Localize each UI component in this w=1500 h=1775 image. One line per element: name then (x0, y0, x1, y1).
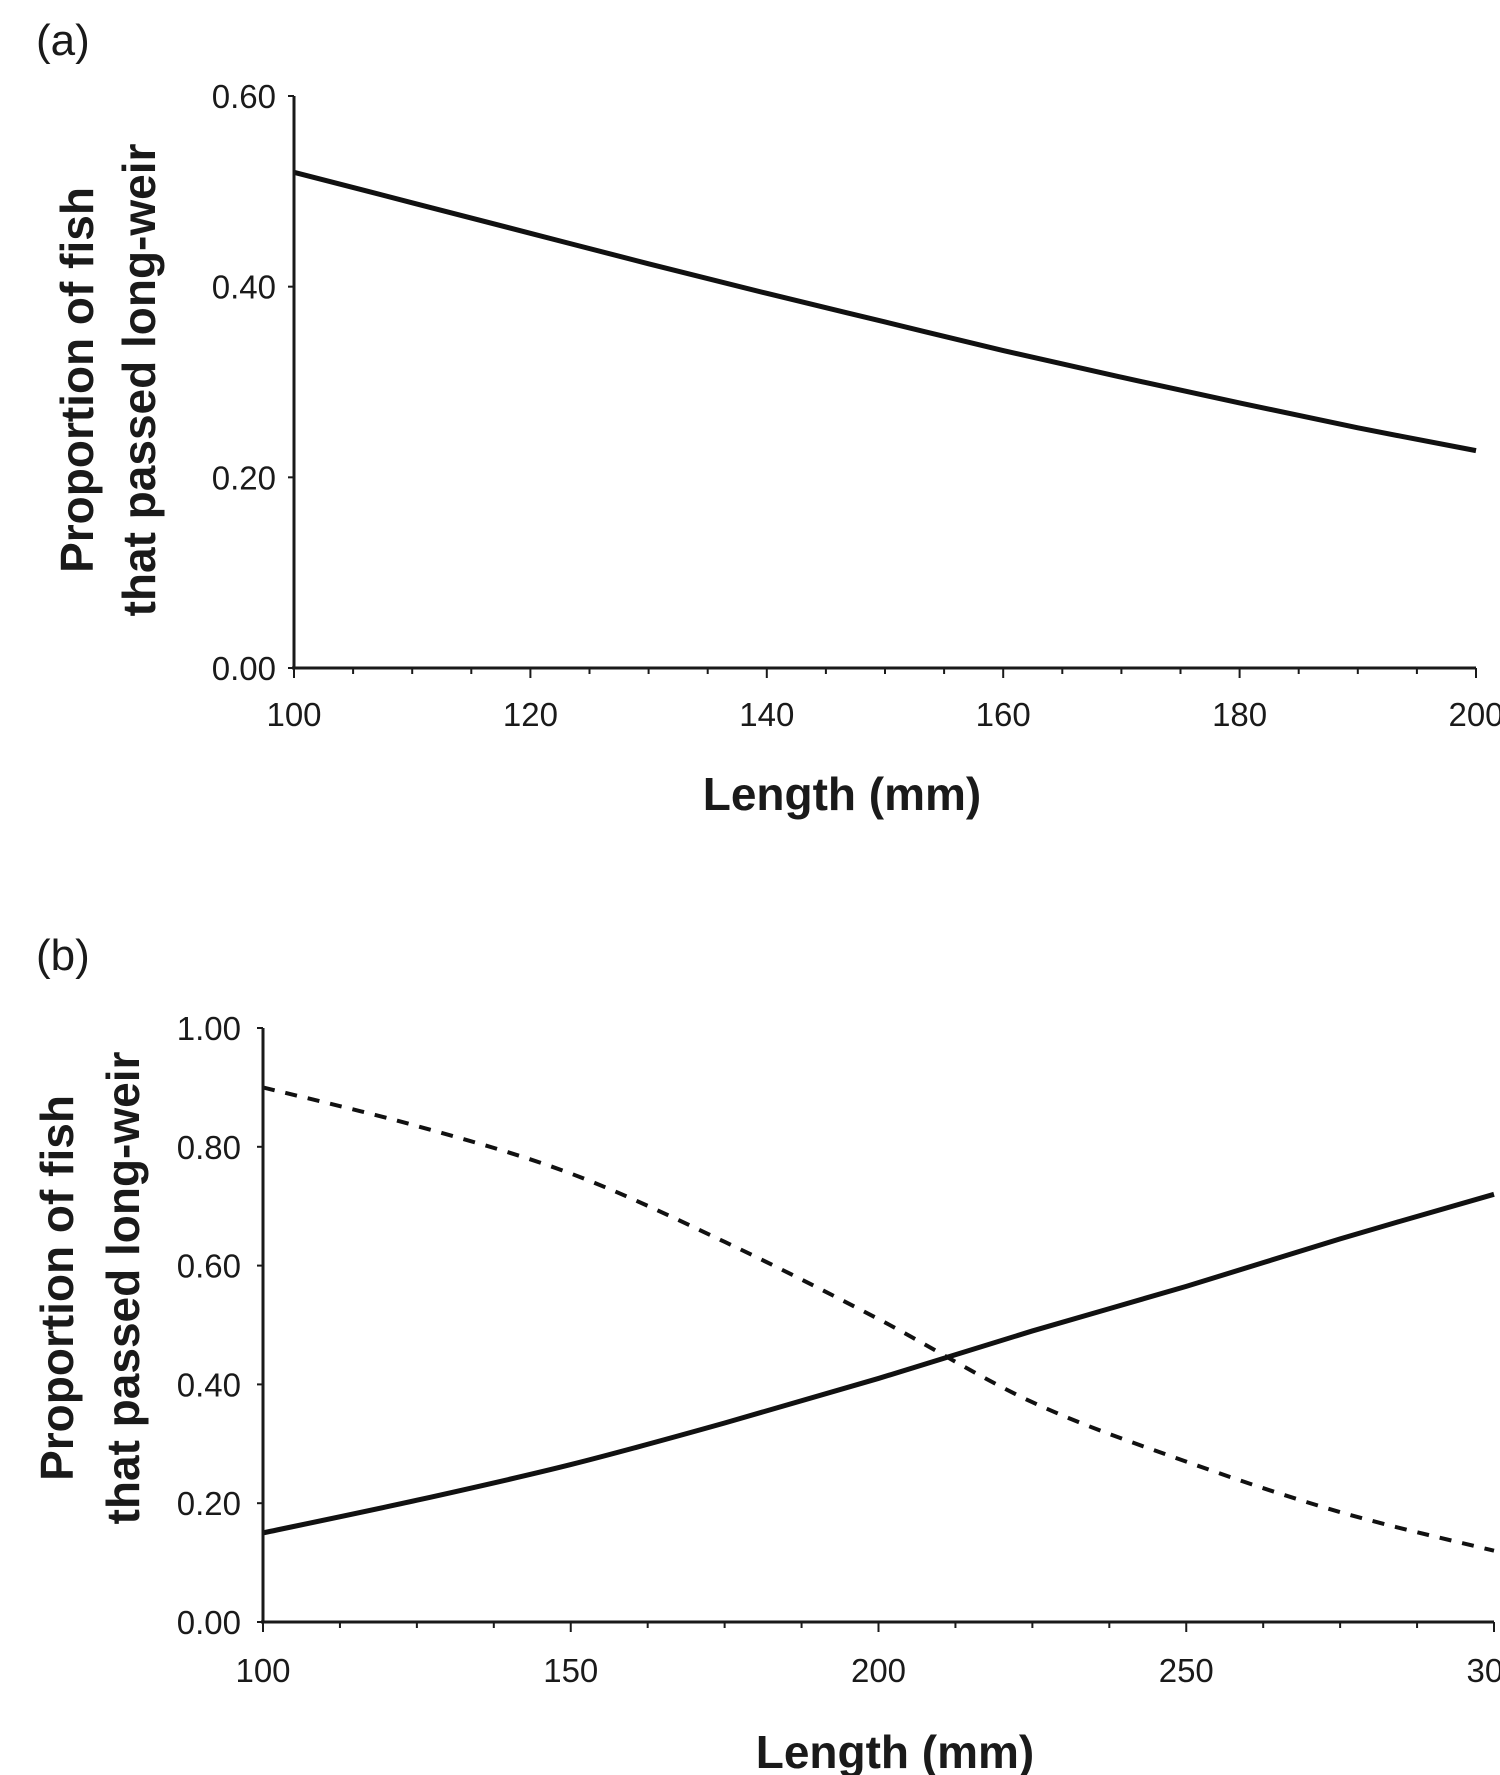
panel-a-x-tick-label: 180 (1212, 696, 1267, 733)
panel-b-series (262, 1085, 1495, 1553)
panel-a-y-tick-label: 0.60 (212, 78, 276, 115)
panel-b-y-title: Proportion of fish that passed long-weir (31, 1051, 149, 1524)
panel-b-y-tick-label: 0.40 (177, 1366, 241, 1403)
panel-b-x-ticks: 100 150 200 250 300 (235, 1622, 1500, 1689)
panel-b-x-tick-label: 250 (1159, 1652, 1214, 1689)
panel-a-x-title: Length (mm) (703, 768, 982, 820)
panel-b-y-tick-label: 0.60 (177, 1248, 241, 1285)
panel-a-y-tick-label: 0.40 (212, 269, 276, 306)
panel-a: (a) Proportion of fish that passed long-… (36, 16, 1500, 820)
panel-b-y-ticks: 0.00 0.20 0.40 0.60 0.80 1.00 (177, 1010, 263, 1641)
panel-b-label: (b) (36, 931, 90, 980)
panel-a-y-title-line-2: that passed long-weir (113, 143, 165, 616)
panel-b-y-tick-label: 0.20 (177, 1485, 241, 1522)
panel-b-x-tick-label: 100 (235, 1652, 290, 1689)
panel-a-y-title-line-1: Proportion of fish (51, 187, 103, 573)
panel-a-y-tick-label: 0.00 (212, 650, 276, 687)
panel-b-x-title: Length (mm) (756, 1726, 1035, 1775)
panel-b-y-tick-label: 0.00 (177, 1604, 241, 1641)
panel-b-y-title-line-1: Proportion of fish (31, 1095, 83, 1481)
panel-b-y-tick-label: 0.80 (177, 1129, 241, 1166)
panel-a-x-tick-label: 120 (503, 696, 558, 733)
panel-a-series (293, 169, 1477, 454)
panel-a-label: (a) (36, 16, 90, 65)
panel-b-y-title-line-2: that passed long-weir (97, 1051, 149, 1524)
panel-b-series-solid-line (262, 1191, 1495, 1536)
panel-b-x-tick-label: 150 (543, 1652, 598, 1689)
panel-a-x-tick-label: 200 (1448, 696, 1500, 733)
panel-a-y-title: Proportion of fish that passed long-weir (51, 143, 165, 616)
panel-a-x-tick-label: 160 (976, 696, 1031, 733)
panel-a-x-tick-label: 140 (739, 696, 794, 733)
panel-a-x-tick-label: 100 (266, 696, 321, 733)
panel-b-y-tick-label: 1.00 (177, 1010, 241, 1047)
panel-b-x-tick-label: 200 (851, 1652, 906, 1689)
panel-a-x-ticks: 100 120 140 160 180 200 (266, 668, 1500, 733)
panel-a-y-ticks: 0.00 0.20 0.40 0.60 (212, 78, 294, 687)
panel-a-y-tick-label: 0.20 (212, 459, 276, 496)
panel-b-x-tick-label: 300 (1466, 1652, 1500, 1689)
panel-b: (b) Proportion of fish that passed long-… (31, 931, 1500, 1775)
panel-a-series-solid-line (293, 169, 1477, 454)
panel-b-series-dashed-line (262, 1085, 1495, 1553)
